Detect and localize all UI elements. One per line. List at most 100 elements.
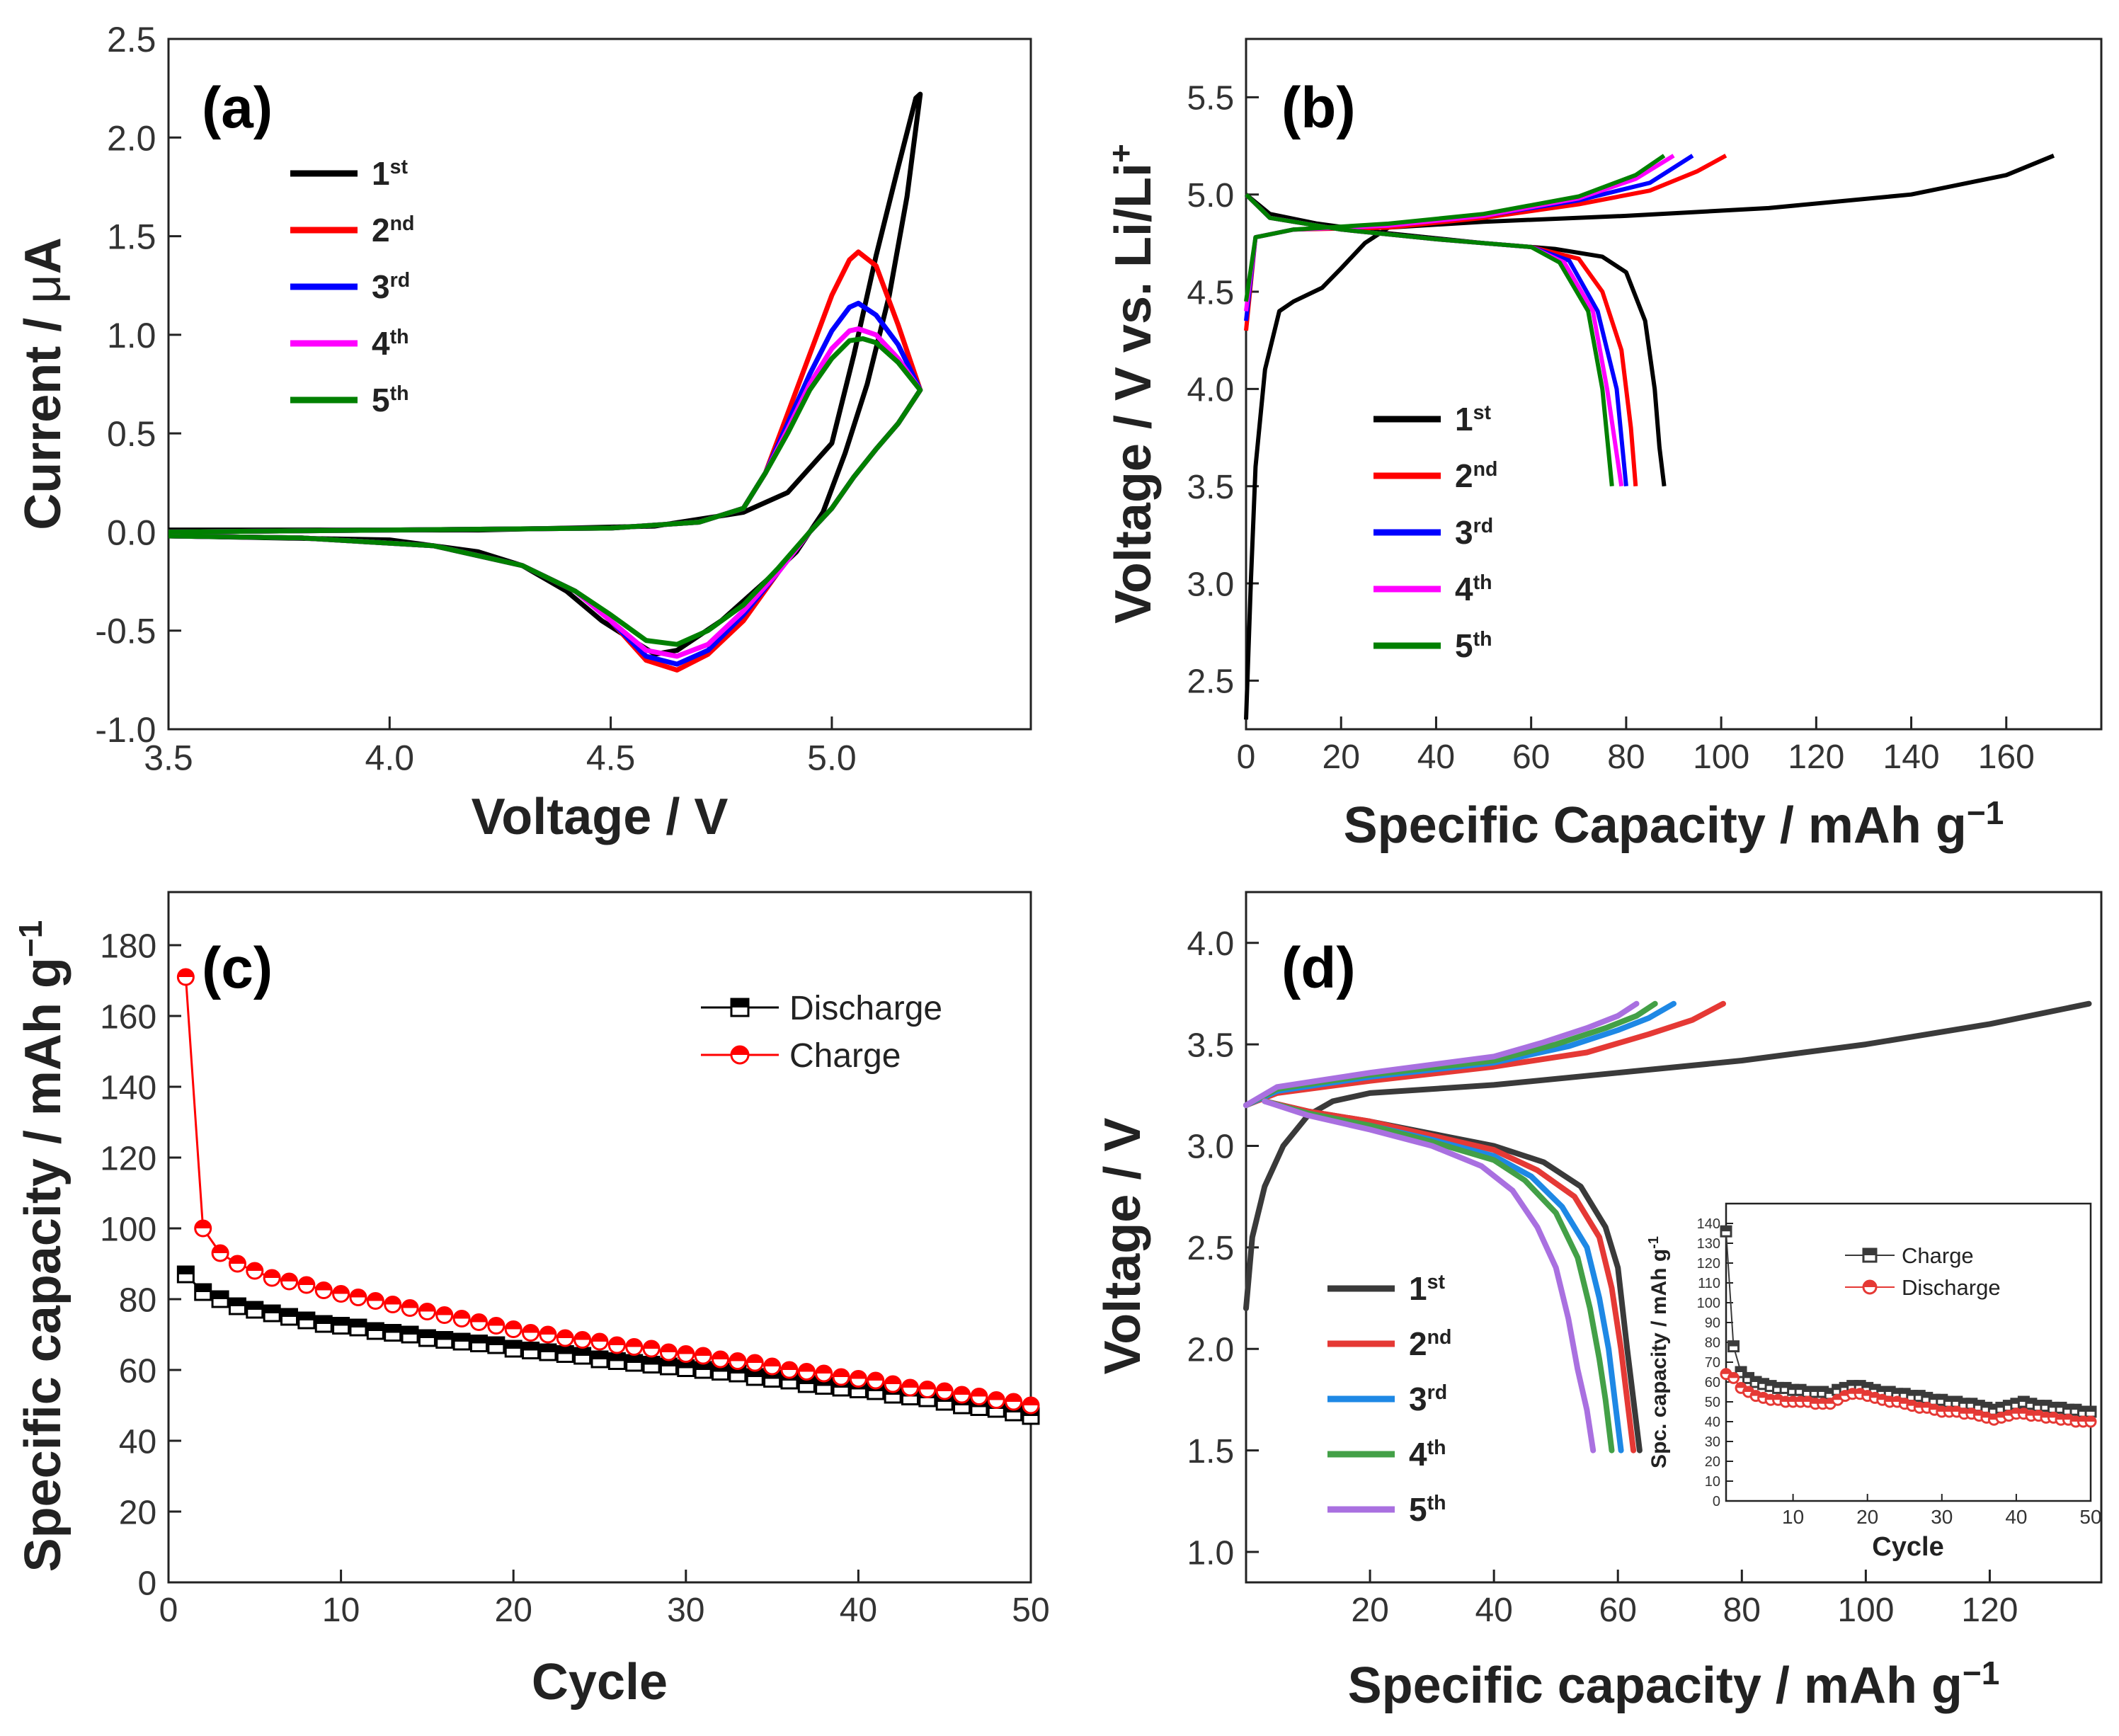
gcd-curve-4th-charge [1244, 154, 1675, 312]
x-label-sup: −1 [1967, 794, 2004, 831]
y-axis-label-a: Current / μA [15, 237, 72, 530]
y-label-text: Voltage / V vs. Li/Li [1105, 163, 1162, 624]
y-tick-label: 4.0 [1187, 372, 1234, 409]
y-tick-label: 3.0 [1187, 1129, 1234, 1166]
inset-data-point-charge-fill [1810, 1387, 1821, 1392]
x-tick-label: 40 [840, 1592, 877, 1629]
data-point-charge-fill [229, 1256, 246, 1264]
y-label-sup: + [1102, 144, 1139, 163]
inset-data-point-charge-fill [2004, 1400, 2014, 1406]
x-tick-label: 20 [495, 1592, 532, 1629]
gcd-curve-1st-charge [1244, 154, 2055, 720]
x-tick-label: 160 [1978, 738, 2035, 776]
cv-curve-5th [168, 336, 923, 647]
legend-ordinal-suffix: th [1427, 1437, 1446, 1459]
inset-data-point-discharge-fill [1721, 1369, 1731, 1374]
x-tick-label: 30 [667, 1592, 704, 1629]
legend-ordinal: 3 [1455, 514, 1473, 551]
inset-data-point-charge-fill [1766, 1381, 1776, 1386]
x-axis-label-a: Voltage / V [472, 789, 729, 845]
data-point-discharge-fill [592, 1352, 607, 1359]
legend-ordinal: 3 [372, 268, 390, 305]
y-tick-label: 80 [119, 1281, 156, 1319]
y-tick-label: 180 [100, 927, 156, 965]
inset-data-point-charge-fill [1944, 1397, 1955, 1402]
inset-data-point-charge-fill [1840, 1383, 1851, 1388]
data-point-charge-fill [592, 1334, 607, 1342]
data-point-discharge-fill [626, 1355, 642, 1363]
data-point-charge-fill [178, 969, 194, 977]
legend-entry: 3rd [372, 268, 410, 305]
inset-data-point-charge-fill [1929, 1395, 1940, 1400]
data-point-charge-fill [436, 1307, 452, 1315]
x-tick-label: 100 [1837, 1592, 1894, 1629]
legend-ordinal-suffix: st [1427, 1271, 1446, 1294]
data-point-charge-fill [764, 1359, 780, 1366]
x-label-sup: −1 [1963, 1655, 1999, 1691]
inset-data-point-charge-fill [2040, 1400, 2051, 1406]
data-point-charge-fill [919, 1381, 935, 1390]
gcd-curve-5th-discharge [1262, 1098, 1597, 1454]
data-point-charge-fill [333, 1286, 349, 1294]
y-label-text: Specific capacity / mAh g [15, 957, 72, 1572]
y-tick-label: -1.0 [95, 710, 156, 750]
inset-data-point-charge-fill [1959, 1398, 1970, 1404]
data-point-charge-fill [867, 1373, 884, 1381]
inset-chart: 10 20 30 40 50 0 10 20 30 40 50 60 70 80 90 100 110 120 13… [1646, 1202, 2102, 1562]
data-point-discharge-fill [661, 1359, 677, 1366]
inset-data-point-charge-fill [1817, 1387, 1828, 1392]
inset-data-point-charge-fill [1862, 1383, 1873, 1388]
data-point-charge-fill [971, 1388, 987, 1397]
inset-y-tick-label: 20 [1705, 1454, 1720, 1470]
inset-data-point-charge-fill [1921, 1393, 1932, 1398]
legend-ordinal: 5 [1409, 1491, 1427, 1528]
panel-label-d: (d) [1281, 936, 1356, 1000]
x-tick-label: 4.5 [586, 738, 636, 778]
y-axis-label-c: Specific capacity / mAh g−1 [12, 920, 72, 1572]
x-tick-label: 120 [1788, 738, 1844, 776]
data-point-charge-fill [816, 1366, 832, 1374]
data-point-discharge-fill [436, 1332, 452, 1340]
x-label-text: Specific capacity / mAh g [1348, 1657, 1963, 1714]
inset-y-tick-label: 130 [1697, 1236, 1720, 1252]
legend-entry: 2nd [1455, 457, 1497, 494]
y-tick-label: 0.0 [107, 513, 156, 552]
x-tick-label: 60 [1512, 738, 1550, 776]
data-point-charge-fill [626, 1339, 642, 1347]
data-point-discharge-fill [367, 1323, 384, 1331]
y-tick-label: 4.5 [1187, 274, 1234, 312]
legend-ordinal: 1 [1455, 401, 1473, 438]
y-tick-label: 0 [137, 1565, 156, 1602]
data-point-discharge-fill [264, 1306, 280, 1313]
data-point-discharge-fill [506, 1341, 522, 1349]
inset-data-point-charge-fill [1996, 1403, 2006, 1408]
y-tick-label: 0.5 [107, 414, 156, 454]
inset-y-axis-label: Spc. capacity / mAh g-1 [1646, 1236, 1671, 1468]
legend-ordinal-suffix: th [1473, 571, 1492, 594]
plot-frame [167, 891, 1032, 1584]
y-tick-label: 1.0 [1187, 1534, 1234, 1572]
inset-y-tick-label: 10 [1705, 1474, 1720, 1490]
y-tick-label: 2.0 [107, 118, 156, 158]
data-point-charge-fill [937, 1383, 953, 1391]
x-axis-label-c: Cycle [532, 1654, 668, 1711]
legend-entry: 4th [1409, 1436, 1446, 1473]
y-label-text: Current / [15, 304, 72, 530]
inset-y-tick-label: 140 [1697, 1216, 1720, 1232]
inset-y-tick-label: 60 [1705, 1375, 1720, 1390]
panel-label-a: (a) [202, 76, 273, 140]
data-point-charge-fill [609, 1337, 625, 1345]
inset-data-point-charge-fill [2018, 1397, 2029, 1402]
data-point-discharge-fill [695, 1362, 712, 1370]
inset-legend-label-discharge: Discharge [1902, 1275, 2001, 1300]
data-point-charge-fill [471, 1314, 487, 1323]
data-point-charge-fill [644, 1341, 660, 1349]
inset-y-label-sup: -1 [1646, 1236, 1662, 1249]
legend-entry: 1st [1409, 1270, 1445, 1307]
data-point-discharge-fill [644, 1357, 660, 1365]
inset-y-tick-label: 50 [1705, 1395, 1720, 1410]
inset-data-point-charge-fill [1900, 1388, 1910, 1394]
data-point-charge-fill [678, 1346, 694, 1354]
y-tick-label: -0.5 [95, 612, 156, 651]
